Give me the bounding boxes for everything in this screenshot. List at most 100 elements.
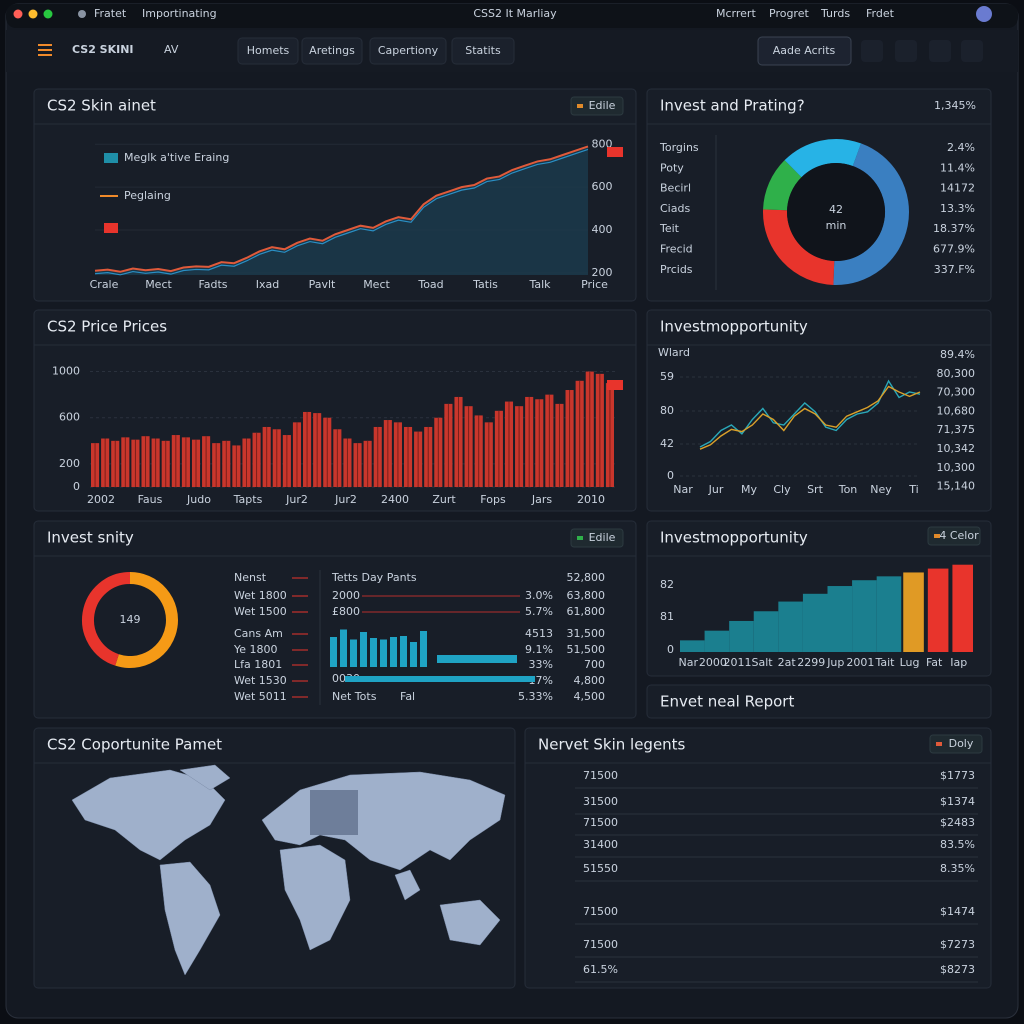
minimize-button[interactable] (28, 9, 38, 19)
bar (876, 576, 902, 652)
nav-item[interactable]: Aretings (309, 44, 355, 57)
value-label: 10,680 (937, 404, 976, 417)
legend-label: Ciads (660, 202, 690, 215)
series-line (699, 379, 921, 448)
menu-item[interactable]: Mcrrert (716, 7, 756, 20)
column-header: Tetts Day Pants (331, 571, 417, 584)
price-line (94, 145, 589, 273)
y-tick-label: 200 (59, 457, 80, 470)
row-label: 71500 (583, 905, 618, 918)
nav-tab[interactable] (451, 37, 515, 65)
y-tick-label: 0 (73, 480, 80, 493)
label: Fratet (94, 7, 127, 20)
x-tick-label: Jur2 (334, 493, 357, 506)
panel (646, 684, 992, 719)
amount-label: 51,500 (567, 643, 606, 656)
button-label[interactable]: Edile (589, 99, 616, 112)
action-button[interactable] (757, 36, 852, 66)
menu-icon[interactable] (38, 44, 52, 56)
close-button[interactable] (13, 9, 23, 19)
panel-button[interactable] (927, 526, 981, 546)
bar (827, 586, 853, 652)
x-tick-label: Fops (480, 493, 506, 506)
x-tick-label: Tait (874, 656, 895, 669)
row-label: 71500 (583, 938, 618, 951)
bar (400, 636, 407, 667)
panel-button[interactable] (570, 96, 624, 116)
row-label: 31400 (583, 838, 618, 851)
legend-swatch (104, 153, 118, 163)
legend-label: Meglk a'tive Eraing (124, 151, 229, 164)
panel-button[interactable] (570, 528, 624, 548)
donut-segment (115, 572, 178, 668)
button-icon (577, 536, 583, 540)
donut-segment (833, 143, 909, 285)
value-label: 2.4% (947, 141, 975, 154)
value-label: 10,300 (937, 461, 976, 474)
row-label: 71500 (583, 816, 618, 829)
bar (729, 620, 754, 652)
percent-label: 33% (529, 658, 553, 671)
value-label: 70,300 (937, 386, 976, 399)
percent-label: 9.1% (525, 643, 553, 656)
button-label[interactable]: Doly (949, 737, 974, 750)
x-tick-label: Ixad (256, 278, 279, 291)
x-tick-label: Mect (363, 278, 390, 291)
icon-button[interactable] (929, 40, 951, 62)
donut-center: 42 (829, 203, 843, 216)
row-label: Wet 1800 (234, 589, 287, 602)
menu-item[interactable]: Frdet (866, 7, 895, 20)
nav-tab[interactable] (301, 37, 363, 65)
value-label: 337.F% (934, 263, 975, 276)
bar (330, 637, 337, 667)
row-label: Wet 1500 (234, 605, 287, 618)
bar (802, 593, 828, 652)
x-tick-label: Judo (186, 493, 211, 506)
x-tick-label: Nar (673, 483, 693, 496)
button-label[interactable]: 4 Celor (939, 529, 979, 542)
icon-button[interactable] (961, 40, 983, 62)
nav-item[interactable]: Homets (247, 44, 290, 57)
legend-label: Peglaing (124, 189, 171, 202)
value-label: 15,140 (937, 480, 976, 493)
y-tick-label: 81 (660, 610, 674, 623)
nav-tab[interactable] (237, 37, 299, 65)
icon-button[interactable] (895, 40, 917, 62)
maximize-button[interactable] (43, 9, 53, 19)
row-value: $2483 (940, 816, 975, 829)
panel-button[interactable] (929, 734, 983, 754)
x-tick-label: Tapts (233, 493, 263, 506)
button-label[interactable]: Edile (589, 531, 616, 544)
nav-tab[interactable] (369, 37, 447, 65)
amount-label: 52,800 (567, 571, 606, 584)
title-bar (6, 4, 1018, 28)
nav-item[interactable]: Statits (465, 44, 501, 57)
bar (778, 601, 803, 652)
button-icon (936, 742, 942, 746)
hbar (345, 676, 535, 682)
button-label[interactable]: Aade Acrits (773, 44, 836, 57)
nav-item[interactable]: Capertiony (378, 44, 439, 57)
y-tick-label: 82 (660, 578, 674, 591)
menu-item[interactable]: Turds (820, 7, 850, 20)
row-value: 83.5% (940, 838, 975, 851)
legend-label: Torgins (659, 141, 699, 154)
row-label: Cans Am (234, 627, 283, 640)
x-tick-label: Salt (751, 656, 773, 669)
menu-item[interactable]: Progret (769, 7, 809, 20)
avatar[interactable] (976, 6, 992, 22)
icon-button[interactable] (861, 40, 883, 62)
legend-label: Prcids (660, 263, 693, 276)
row-label: 61.5% (583, 963, 618, 976)
price-flag (607, 380, 623, 390)
bar (903, 572, 924, 652)
x-tick-label: 2at (778, 656, 797, 669)
row-value: $1773 (940, 769, 975, 782)
x-tick-label: Crale (90, 278, 119, 291)
value-label: 13.3% (940, 202, 975, 215)
amount-label: 61,800 (567, 605, 606, 618)
y-tick-label: 59 (660, 370, 674, 383)
panel-title: Investmopportunity (660, 529, 808, 547)
legend-label: Teit (659, 222, 680, 235)
x-tick-label: Talk (528, 278, 551, 291)
